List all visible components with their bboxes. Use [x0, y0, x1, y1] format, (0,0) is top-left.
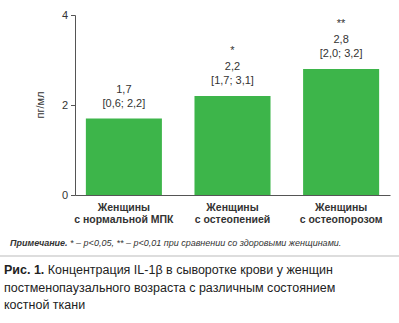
text-bold-part: Примечание. — [10, 238, 68, 248]
caption-line: Рис. 1. Концентрация IL-1β в сыворотке к… — [4, 263, 333, 277]
y-tick-label: 4 — [62, 9, 68, 21]
x-tick-label-line: с остеопенией — [195, 213, 271, 225]
x-axis: Женщиныс нормальной МПКЖенщиныс остеопен… — [74, 195, 390, 225]
data-label: 1,7 — [116, 83, 131, 95]
chart: 024пг/млЖенщиныс нормальной МПКЖенщиныс … — [0, 0, 399, 323]
x-tick-label-line: Женщины — [97, 201, 150, 213]
interval-label: [1,7; 3,1] — [211, 74, 254, 86]
separator — [0, 256, 399, 257]
x-tick-label-line: с нормальной МПК — [74, 213, 174, 225]
y-axis: 0 2 4 — [62, 9, 76, 201]
data-label: 2,8 — [333, 33, 348, 45]
y-tick-mark — [71, 15, 75, 16]
text-bold-part: Рис. 1. — [4, 263, 44, 277]
text-part: * – p<0,05, ** – p<0,01 при сравнении со… — [68, 238, 342, 248]
x-axis-line — [76, 195, 391, 196]
y-axis-line — [71, 16, 76, 196]
y-tick-mark — [71, 195, 75, 196]
x-tick: Женщиныс нормальной МПК — [74, 195, 174, 225]
bar — [194, 96, 270, 195]
x-tick-label: Женщиныс остеопенией — [195, 201, 271, 226]
y-axis-title: пг/мл — [34, 91, 46, 118]
y-tick-mark — [71, 105, 75, 106]
x-tick: Женщиныс остеопенией — [195, 195, 271, 225]
x-tick-label: Женщиныс остеопорозом — [300, 201, 383, 226]
interval-label: [0,6; 2,2] — [102, 97, 145, 109]
data-labels: [0,6; 2,2] 1,7 [1,7; 3,1] 2,2 * [2,0; 3,2] 2,8… — [102, 17, 362, 109]
data-label: 2,2 — [225, 60, 240, 72]
caption-line: костной ткани — [4, 298, 85, 312]
bar — [303, 69, 379, 195]
x-tick-label-line: Женщины — [314, 201, 367, 213]
x-tick-label-line: Женщины — [205, 201, 258, 213]
significance-label: * — [230, 44, 235, 56]
y-tick: 2 — [62, 99, 75, 111]
y-tick: 0 — [62, 189, 75, 201]
interval-label: [2,0; 3,2] — [320, 47, 363, 59]
y-tick-label: 0 — [62, 189, 68, 201]
x-tick-label-line: с остеопорозом — [300, 213, 383, 225]
text-part: Концентрация IL-1β в сыворотке крови у ж… — [44, 263, 333, 277]
x-tick: Женщиныс остеопорозом — [300, 195, 383, 225]
y-tick-label: 2 — [62, 99, 68, 111]
bar — [86, 119, 162, 196]
note: Примечание. * – p<0,05, ** – p<0,01 при … — [10, 238, 341, 248]
caption: Рис. 1. Концентрация IL-1β в сыворотке к… — [4, 263, 335, 312]
significance-label: ** — [337, 17, 346, 29]
y-tick: 4 — [62, 9, 75, 21]
caption-line: постменопаузального возраста с различным… — [4, 281, 335, 295]
bars — [86, 69, 379, 195]
x-tick-label: Женщиныс нормальной МПК — [74, 201, 174, 226]
